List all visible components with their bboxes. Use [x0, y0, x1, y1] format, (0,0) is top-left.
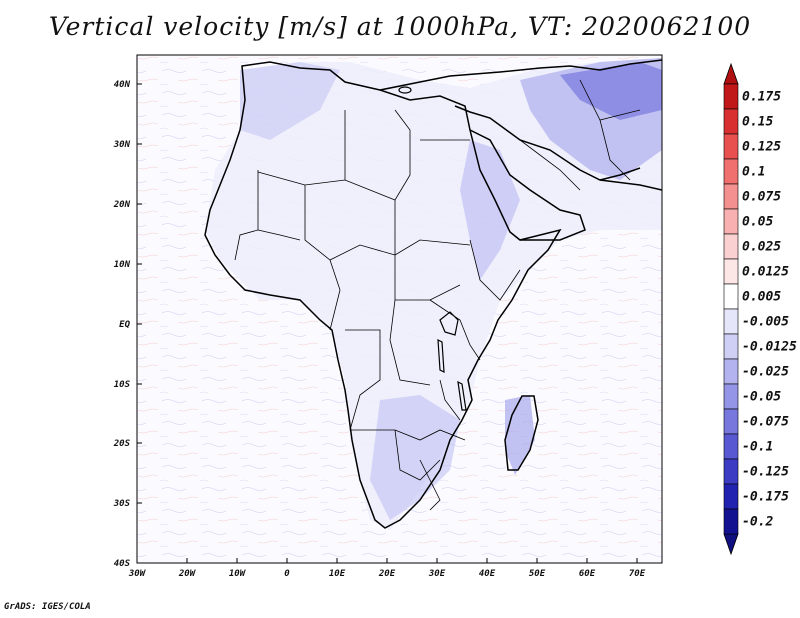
colorbar-swatch — [723, 383, 739, 410]
colorbar-level-label: -0.0125 — [742, 340, 797, 355]
colorbar-level-label: -0.175 — [742, 490, 789, 505]
colorbar-swatch — [723, 308, 739, 335]
colorbar-swatch — [723, 183, 739, 210]
colorbar-level-label: -0.05 — [742, 390, 781, 405]
grads-credit: GrADS: IGES/COLA — [4, 602, 91, 612]
colorbar-level-label: 0.05 — [742, 215, 773, 230]
x-tick-label: 20W — [178, 569, 197, 579]
colorbar-swatch — [723, 208, 739, 235]
colorbar-swatch — [723, 283, 739, 310]
colorbar-swatch — [723, 258, 739, 285]
colorbar-level-label: 0.175 — [742, 90, 781, 105]
colorbar-level-label: 0.0125 — [742, 265, 789, 280]
colorbar-swatch — [723, 233, 739, 260]
x-tick-label: 0 — [284, 569, 290, 579]
colorbar-level-label: -0.075 — [742, 415, 789, 430]
y-axis: 40N 30N 20N 10N EQ 10S 20S 30S 40S — [113, 80, 142, 569]
y-tick-label: 10N — [114, 260, 131, 270]
colorbar-level-label: 0.005 — [742, 290, 781, 305]
y-tick-label: 30S — [113, 499, 131, 509]
colorbar-level-label: -0.125 — [742, 465, 789, 480]
colorbar-swatch — [723, 458, 739, 485]
colorbar-level-label: -0.2 — [742, 515, 773, 530]
colorbar-level-label: -0.1 — [742, 440, 773, 455]
colorbar-swatch — [723, 83, 739, 110]
colorbar-swatch — [723, 108, 739, 135]
colorbar-swatch — [723, 433, 739, 460]
coastline — [204, 59, 662, 529]
y-tick-label: 30N — [113, 140, 131, 150]
colorbar-level-label: 0.15 — [742, 115, 773, 130]
colorbar-swatch — [723, 133, 739, 160]
colorbar-swatch — [723, 408, 739, 435]
y-tick-label: EQ — [119, 320, 130, 330]
x-tick-label: 20E — [378, 569, 396, 579]
colorbar-top-arrow — [723, 62, 739, 85]
x-tick-label: 30W — [128, 569, 147, 579]
velocity-field-shading — [205, 58, 662, 530]
x-tick-label: 60E — [579, 569, 596, 579]
lakes — [398, 86, 467, 411]
colorbar-level-label: -0.025 — [742, 365, 789, 380]
y-tick-label: 20S — [113, 439, 131, 449]
country-borders — [234, 79, 641, 511]
colorbar-swatch — [723, 358, 739, 385]
colorbar-level-label: 0.075 — [742, 190, 781, 205]
map-panel — [136, 54, 663, 564]
y-tick-label: 40S — [114, 559, 131, 569]
colorbar-level-label: 0.025 — [742, 240, 781, 255]
colorbar-swatch — [723, 333, 739, 360]
x-tick-label: 10W — [229, 569, 247, 579]
x-tick-label: 10E — [329, 569, 346, 579]
y-tick-label: 40N — [114, 80, 131, 90]
map-frame — [136, 54, 663, 564]
x-tick-label: 70E — [629, 569, 646, 579]
colorbar-legend: 0.175 0.15 0.125 0.1 0.075 0.05 0.025 0.0125 0.0… — [723, 62, 797, 556]
colorbar-bottom-arrow — [723, 533, 739, 556]
x-tick-label: 40E — [479, 569, 496, 579]
y-tick-label: 20N — [113, 200, 131, 210]
x-tick-label: 30E — [428, 569, 446, 579]
colorbar-swatch — [723, 158, 739, 185]
y-tick-label: 10S — [114, 380, 131, 390]
colorbar-level-label: 0.1 — [742, 165, 765, 180]
colorbar-swatch — [723, 483, 739, 510]
map-title: Vertical velocity [m/s] at 1000hPa, VT: … — [48, 12, 752, 41]
colorbar-level-label: -0.005 — [742, 315, 789, 330]
x-tick-label: 50E — [529, 569, 546, 579]
x-axis: 30W 20W 10W 0 10E 20E 30E 40E 50E 60E 70… — [128, 558, 646, 579]
colorbar-level-label: 0.125 — [742, 140, 781, 155]
colorbar-swatch — [723, 508, 739, 535]
